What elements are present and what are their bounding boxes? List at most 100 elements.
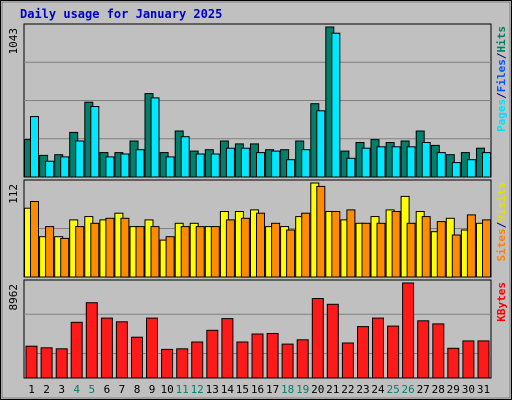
- pages-bar-day-21: [331, 32, 341, 178]
- day-label-8: 8: [134, 383, 141, 396]
- sites-bar-day-15: [240, 217, 250, 278]
- day-label-21: 21: [326, 383, 339, 396]
- day-labels: 1 2 3 4 5 6 7 8 9 10 11 12 13 14 15 16 17 18 19 20 21 22 23 24 2…: [28, 383, 490, 396]
- sites-bar-day-17: [271, 222, 281, 278]
- sites-bar-day-26: [406, 222, 416, 278]
- day-label-1: 1: [28, 383, 35, 396]
- sites-bar-day-21: [331, 211, 341, 278]
- sites-bar-day-18: [286, 229, 296, 278]
- pages-bar-day-29: [451, 162, 461, 178]
- day-label-26: 26: [401, 383, 414, 396]
- sites-bar-day-7: [120, 217, 130, 278]
- day-label-2: 2: [43, 383, 50, 396]
- kbytes-bar-day-11: [176, 348, 189, 379]
- day-label-7: 7: [119, 383, 126, 396]
- pages-bar-day-19: [301, 149, 311, 178]
- sites-bar-day-29: [451, 234, 461, 278]
- pages-bar-day-12: [195, 153, 205, 178]
- kbytes-bar-day-10: [161, 348, 174, 379]
- day-label-22: 22: [341, 383, 354, 396]
- sites-bar-day-22: [346, 209, 356, 278]
- pages-bar-day-26: [406, 146, 416, 178]
- hits-files-pages-legend: Pages/Files/Hits: [495, 26, 508, 132]
- pages-bar-day-31: [482, 152, 491, 178]
- legend-entry: /: [495, 221, 508, 228]
- hits-files-pages-ymax-label: 1043: [7, 28, 20, 55]
- chart-title: Daily usage for January 2025: [20, 7, 222, 21]
- kbytes-panel: 8962 KBytes: [7, 279, 508, 379]
- kbytes-bar-day-27: [417, 320, 430, 379]
- legend-entry: Sites: [495, 228, 508, 261]
- day-label-20: 20: [311, 383, 324, 396]
- sites-bar-day-3: [60, 237, 70, 278]
- kbytes-bar-day-18: [281, 343, 294, 379]
- sites-bar-day-14: [225, 219, 235, 278]
- kbytes-legend: KBytes: [495, 282, 508, 322]
- pages-bar-day-3: [60, 156, 70, 178]
- kbytes-bar-day-2: [40, 347, 53, 379]
- legend-entry: /: [495, 92, 508, 99]
- sites-bar-day-2: [45, 226, 55, 278]
- day-label-13: 13: [206, 383, 219, 396]
- sites-bar-day-31: [482, 219, 491, 278]
- pages-bar-day-28: [436, 152, 446, 178]
- pages-bar-day-6: [105, 156, 115, 178]
- pages-bar-day-15: [240, 147, 250, 178]
- sites-bar-day-5: [90, 222, 100, 278]
- kbytes-bar-day-9: [146, 317, 158, 379]
- day-label-17: 17: [266, 383, 279, 396]
- pages-bar-day-13: [210, 153, 220, 178]
- sites-bar-day-12: [195, 226, 205, 278]
- legend-entry: Visits: [495, 182, 508, 222]
- visits-sites-legend: Sites/Visits: [495, 182, 508, 262]
- kbytes-bar-day-6: [100, 317, 113, 379]
- pages-bar-day-5: [90, 106, 100, 178]
- kbytes-bar-day-28: [432, 323, 445, 379]
- sites-bar-day-27: [421, 216, 431, 278]
- day-label-10: 10: [160, 383, 173, 396]
- day-label-11: 11: [176, 383, 189, 396]
- pages-bar-day-2: [45, 160, 55, 178]
- day-label-19: 19: [296, 383, 309, 396]
- kbytes-bar-day-16: [251, 333, 264, 379]
- legend-entry: /: [495, 52, 508, 59]
- pages-bar-day-24: [376, 146, 386, 178]
- day-label-16: 16: [251, 383, 264, 396]
- kbytes-bar-day-19: [296, 339, 309, 379]
- pages-bar-day-7: [120, 153, 130, 178]
- pages-bar-day-4: [75, 140, 85, 178]
- pages-bar-day-17: [271, 150, 281, 178]
- sites-bar-day-25: [391, 211, 401, 278]
- day-label-15: 15: [236, 383, 249, 396]
- pages-bar-day-9: [150, 97, 160, 178]
- day-label-6: 6: [104, 383, 111, 396]
- kbytes-bar-day-24: [372, 317, 384, 379]
- day-label-27: 27: [417, 383, 430, 396]
- kbytes-bar-day-21: [326, 303, 339, 379]
- sites-bar-day-9: [150, 226, 160, 278]
- day-label-14: 14: [221, 383, 235, 396]
- sites-bar-day-23: [361, 222, 371, 278]
- kbytes-bar-day-3: [55, 348, 68, 379]
- pages-bar-day-14: [225, 147, 235, 178]
- pages-bar-day-20: [316, 110, 326, 178]
- kbytes-bar-day-26: [402, 282, 415, 379]
- sites-bar-day-24: [376, 222, 386, 278]
- day-label-30: 30: [462, 383, 475, 396]
- kbytes-bar-day-15: [236, 341, 249, 379]
- pages-bar-day-8: [135, 149, 145, 178]
- legend-entry: Files: [495, 59, 508, 92]
- sites-bar-day-13: [210, 226, 220, 278]
- day-label-24: 24: [371, 383, 385, 396]
- kbytes-bar-day-7: [115, 321, 128, 379]
- sites-bar-day-10: [165, 236, 175, 278]
- day-label-29: 29: [447, 383, 460, 396]
- kbytes-bar-day-29: [447, 347, 460, 379]
- kbytes-ymax-label: 8962: [7, 284, 20, 311]
- kbytes-bar-day-8: [131, 336, 143, 379]
- day-label-3: 3: [58, 383, 65, 396]
- kbytes-bar-day-23: [357, 326, 369, 379]
- visits-sites-panel: 112 Sites/Visits: [7, 179, 508, 278]
- day-label-31: 31: [477, 383, 490, 396]
